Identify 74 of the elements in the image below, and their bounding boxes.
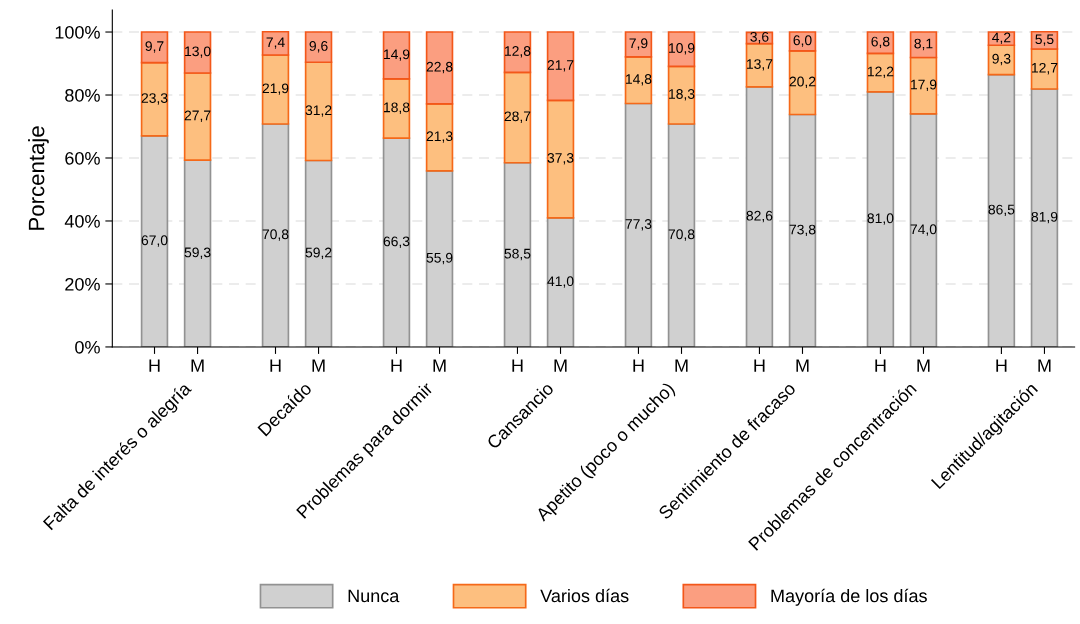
- x-tick-label: H: [754, 359, 765, 372]
- data-label: 17,9: [911, 79, 937, 92]
- data-label: 13,0: [185, 46, 211, 58]
- legend-label: Varios días: [540, 588, 629, 603]
- data-label: 21,3: [426, 131, 453, 143]
- data-label: 22,8: [426, 61, 453, 74]
- data-label: 55,9: [426, 252, 453, 265]
- data-label: 5,5: [1035, 34, 1054, 46]
- data-label: 28,7: [504, 111, 531, 123]
- x-tick-label: M: [1038, 359, 1051, 372]
- data-label: 77,3: [625, 219, 652, 231]
- x-tick-label: H: [633, 359, 644, 372]
- data-label: 18,3: [669, 89, 695, 101]
- data-label: 37,3: [547, 152, 574, 165]
- data-label: 13,7: [746, 59, 773, 71]
- data-label: 41,0: [547, 276, 574, 288]
- data-label: 4,2: [992, 32, 1011, 45]
- x-tick-label: M: [191, 359, 204, 372]
- y-tick-label: 100%: [55, 25, 100, 39]
- data-label: 67,0: [141, 235, 168, 247]
- data-label: 14,9: [384, 49, 410, 61]
- data-label: 8,1: [914, 38, 933, 51]
- data-label: 21,9: [262, 83, 289, 95]
- data-label: 73,8: [789, 224, 816, 237]
- data-label: 59,3: [184, 247, 211, 259]
- y-tick-label: 0%: [75, 340, 100, 354]
- x-tick-label: H: [875, 359, 886, 372]
- x-tick-label: M: [554, 359, 567, 372]
- data-label: 9,7: [145, 41, 164, 53]
- x-tick-label: M: [675, 359, 688, 372]
- data-label: 18,8: [384, 102, 410, 114]
- data-label: 7,4: [266, 37, 285, 49]
- data-label: 14,8: [626, 74, 652, 86]
- x-tick-label: H: [149, 359, 160, 372]
- x-tick-label: H: [512, 359, 523, 372]
- x-tick-label: H: [391, 359, 402, 372]
- data-label: 82,6: [746, 210, 773, 223]
- data-label: 66,3: [383, 236, 410, 248]
- data-label: 9,6: [309, 41, 328, 53]
- y-tick-label: 80%: [65, 88, 100, 102]
- data-label: 12,7: [1032, 62, 1058, 75]
- data-label: 81,0: [867, 213, 894, 225]
- x-tick-label: H: [996, 359, 1007, 372]
- data-label: 70,8: [262, 229, 289, 241]
- data-label: 23,3: [141, 93, 168, 105]
- data-label: 10,9: [669, 43, 695, 55]
- x-tick-label: M: [433, 359, 446, 372]
- data-label: 12,2: [867, 66, 894, 79]
- data-label: 6,8: [871, 36, 890, 49]
- data-label: 86,5: [988, 204, 1015, 217]
- data-label: 12,8: [505, 46, 531, 58]
- data-label: 7,9: [629, 38, 648, 50]
- data-label: 6,0: [793, 35, 812, 47]
- data-label: 70,8: [668, 229, 695, 241]
- data-label: 27,7: [184, 110, 211, 122]
- data-label: 9,3: [992, 53, 1011, 66]
- legend-label: Nunca: [348, 589, 400, 603]
- y-tick-label: 40%: [64, 214, 100, 228]
- data-label: 59,2: [305, 247, 332, 260]
- x-tick-label: M: [917, 359, 930, 372]
- x-tick-label: M: [796, 359, 809, 372]
- data-label: 21,7: [547, 60, 574, 72]
- x-tick-label: H: [270, 359, 281, 372]
- data-label: 74,0: [910, 224, 937, 236]
- y-tick-label: 60%: [65, 151, 100, 165]
- x-tick-label: M: [312, 359, 325, 372]
- data-label: 58,5: [504, 248, 531, 261]
- y-axis-title: Porcentaje: [28, 126, 49, 230]
- legend-label: Mayoría de los días: [771, 588, 927, 606]
- data-label: 31,2: [305, 105, 332, 117]
- data-label: 81,9: [1031, 211, 1058, 224]
- data-label: 3,6: [750, 31, 769, 44]
- y-tick-label: 20%: [65, 277, 100, 291]
- data-label: 20,2: [789, 76, 816, 89]
